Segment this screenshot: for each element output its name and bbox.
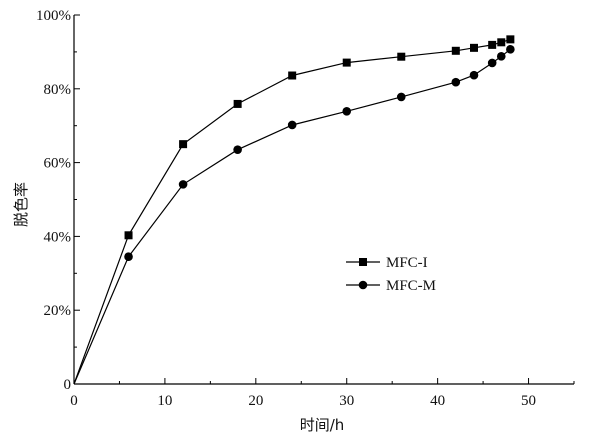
series-layer (73, 35, 515, 385)
data-point (506, 35, 515, 44)
legend-label: MFC-M (386, 278, 436, 294)
series-mfc-i (73, 35, 515, 385)
x-tick-label: 50 (521, 393, 536, 409)
data-point (470, 43, 478, 52)
data-point (496, 52, 506, 61)
legend-label: MFC-I (386, 255, 428, 271)
axes: 0 10 20 30 40 50 0 20% 40% 60% 80% 100% (36, 8, 575, 409)
data-point (396, 92, 406, 102)
data-point (497, 38, 506, 47)
y-tick-label: 40% (44, 229, 72, 245)
data-point (506, 45, 515, 54)
data-point (488, 40, 497, 49)
data-point (469, 70, 479, 80)
y-tick-label: 20% (44, 303, 72, 319)
data-point (342, 58, 351, 67)
x-tick-label: 20 (248, 393, 263, 409)
data-point (124, 231, 133, 240)
data-point (287, 120, 297, 130)
legend-marker (358, 280, 368, 290)
data-point (178, 180, 188, 189)
data-point (288, 71, 297, 80)
series-mfc-m (73, 45, 515, 385)
series-line (73, 38, 511, 385)
y-tick-label: 100% (36, 8, 71, 24)
legend-item: MFC-M (346, 278, 436, 294)
data-point (487, 58, 497, 68)
x-tick-label: 0 (70, 393, 78, 409)
data-point (451, 77, 461, 87)
x-tick-label: 40 (430, 393, 445, 409)
legend-item: MFC-I (346, 255, 428, 271)
legend: MFC-I MFC-M (346, 255, 436, 294)
x-axis-title: 时间/h (300, 416, 345, 434)
y-tick-label: 80% (44, 82, 72, 98)
x-tick-label: 10 (157, 393, 172, 409)
y-tick-label: 60% (44, 156, 72, 172)
data-point (397, 52, 406, 61)
y-tick-label: 0 (64, 377, 72, 393)
legend-marker (359, 258, 367, 266)
data-point (233, 99, 242, 108)
data-point (451, 46, 460, 55)
data-point (179, 140, 188, 149)
y-axis-title: 脱色率 (12, 182, 30, 227)
x-tick-label: 30 (339, 393, 354, 409)
data-point (233, 145, 242, 154)
data-point (124, 252, 133, 261)
data-point (342, 107, 352, 116)
